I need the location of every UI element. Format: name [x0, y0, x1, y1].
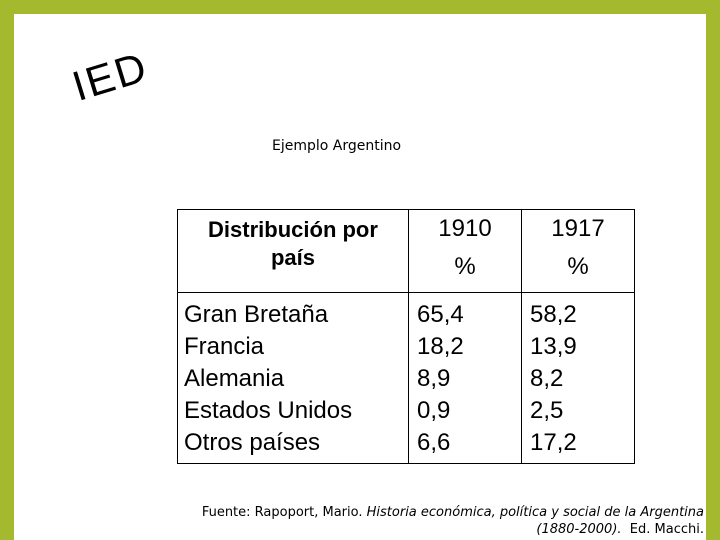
header-1917-year: 1917 — [551, 215, 605, 242]
country-column: Gran Bretaña Francia Alemania Estados Un… — [177, 292, 409, 464]
footnote-years: (1880-2000). — [536, 522, 622, 537]
header-1917: 1917 % — [521, 209, 635, 293]
value-1910-cell: 8,9 — [417, 365, 451, 392]
value-1910-cell: 6,6 — [417, 429, 451, 456]
value-1910-cell: 0,9 — [417, 397, 451, 424]
source-footnote: Fuente: Rapoport, Mario. Historia económ… — [114, 504, 704, 538]
header-1910-unit: % — [454, 253, 476, 280]
value-1917-cell: 2,5 — [530, 397, 564, 424]
body-row: Gran Bretaña Francia Alemania Estados Un… — [177, 292, 635, 464]
footnote-publisher: Ed. Macchi. — [629, 522, 704, 537]
header-country: Distribución por país — [177, 209, 409, 293]
country-cell: Alemania — [184, 365, 285, 392]
country-cell: Francia — [184, 333, 265, 360]
header-country-line2: país — [270, 245, 316, 270]
slide: IED Ejemplo Argentino Distribución por p… — [14, 14, 706, 540]
header-country-line1: Distribución por — [208, 217, 378, 242]
value-1917-cell: 13,9 — [530, 333, 577, 360]
header-1917-unit: % — [567, 253, 589, 280]
country-cell: Estados Unidos — [184, 397, 353, 424]
ied-logo: IED — [66, 42, 154, 110]
distribution-table: Distribución por país 1910 % 1917 % Gran… — [177, 209, 635, 464]
footnote-prefix: Fuente: Rapoport, Mario. — [201, 505, 363, 520]
header-row: Distribución por país 1910 % 1917 % — [177, 209, 635, 293]
value-1917-cell: 8,2 — [530, 365, 564, 392]
value-1917-cell: 17,2 — [530, 429, 577, 456]
country-cell: Gran Bretaña — [184, 301, 329, 328]
value-1917-cell: 58,2 — [530, 301, 577, 328]
header-1910: 1910 % — [408, 209, 522, 293]
value-1910-cell: 65,4 — [417, 301, 464, 328]
subtitle: Ejemplo Argentino — [272, 138, 402, 154]
value-1910-cell: 18,2 — [417, 333, 464, 360]
values-1917-column: 58,2 13,9 8,2 2,5 17,2 — [521, 292, 635, 464]
header-1910-year: 1910 — [438, 215, 492, 242]
values-1910-column: 65,4 18,2 8,9 0,9 6,6 — [408, 292, 522, 464]
footnote-book-title: Historia económica, política y social de… — [366, 505, 704, 520]
country-cell: Otros países — [184, 429, 321, 456]
